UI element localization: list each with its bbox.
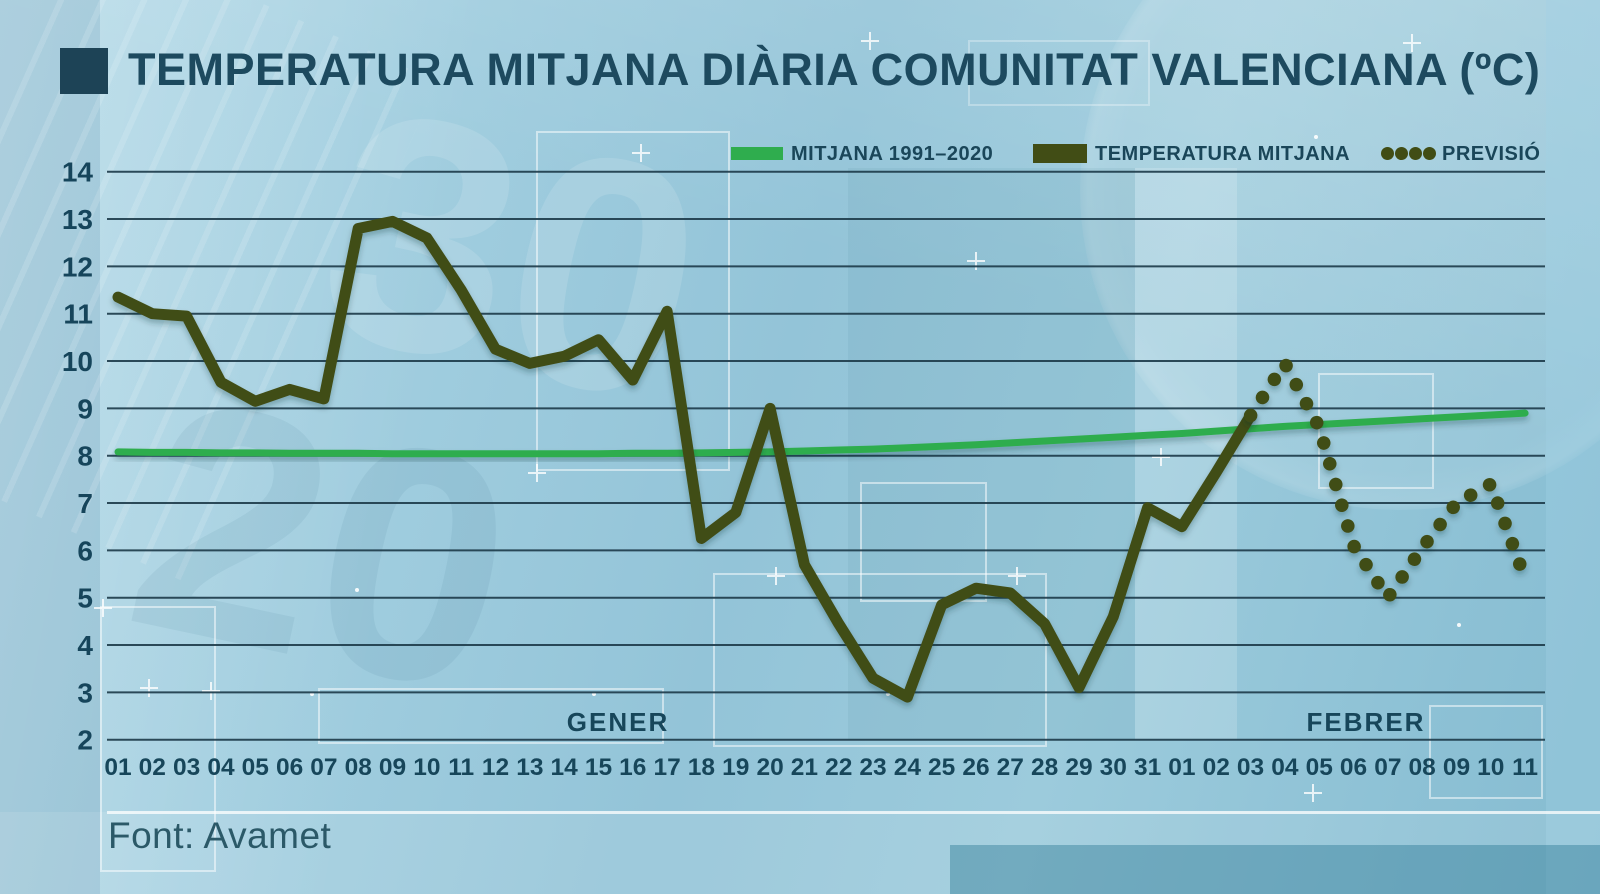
x-tick-label: 10 <box>413 754 440 781</box>
series-mitjana <box>114 409 1529 458</box>
x-tick-label: 13 <box>516 754 543 781</box>
x-tick-label: 30 <box>1100 754 1127 781</box>
x-tick-label: 12 <box>482 754 509 781</box>
page-title: TEMPERATURA MITJANA DIÀRIA COMUNITAT VAL… <box>128 44 1541 95</box>
x-tick-label: 14 <box>551 754 579 781</box>
x-tick-label: 24 <box>894 754 922 781</box>
x-tick-label: 09 <box>379 754 406 781</box>
title-bullet-square-icon <box>60 48 108 94</box>
y-tick-label: 12 <box>62 251 93 282</box>
y-tick-label: 10 <box>62 346 93 377</box>
y-tick-label: 14 <box>62 157 94 188</box>
y-tick-label: 9 <box>77 393 93 424</box>
x-tick-label: 03 <box>173 754 200 781</box>
x-tick-label: 11 <box>448 754 474 781</box>
series-previsio <box>1243 356 1532 605</box>
legend-swatch-previsio-dots <box>1381 147 1436 160</box>
series-temperatura <box>112 215 1257 703</box>
x-tick-label: 06 <box>276 754 303 781</box>
y-tick-label: 2 <box>77 725 93 756</box>
y-axis-labels: 2 3 4 5 6 7 8 9 10 11 12 13 14 <box>62 157 94 756</box>
y-tick-label: 11 <box>63 299 93 330</box>
legend-label-mitjana: MITJANA 1991–2020 <box>791 143 994 165</box>
y-tick-label: 7 <box>77 488 93 519</box>
x-tick-label: 02 <box>1203 754 1230 781</box>
x-tick-label: 16 <box>619 754 646 781</box>
x-tick-label: 01 <box>1168 754 1195 781</box>
x-tick-label: 17 <box>653 754 680 781</box>
x-tick-label: 27 <box>997 754 1024 781</box>
x-tick-label: 08 <box>1409 754 1436 781</box>
x-tick-label: 15 <box>585 754 612 781</box>
x-tick-label: 10 <box>1477 754 1504 781</box>
dot-icon <box>1381 147 1394 160</box>
x-tick-label: 31 <box>1134 754 1161 781</box>
x-tick-label: 19 <box>722 754 749 781</box>
x-tick-label: 09 <box>1443 754 1470 781</box>
x-tick-label: 07 <box>310 754 337 781</box>
y-tick-label: 8 <box>77 441 93 472</box>
x-tick-label: 25 <box>928 754 955 781</box>
x-tick-label: 22 <box>825 754 852 781</box>
x-tick-label: 05 <box>1306 754 1333 781</box>
x-tick-label: 04 <box>207 754 235 781</box>
legend-swatch-temperatura <box>1033 144 1087 163</box>
y-tick-label: 13 <box>62 204 93 235</box>
dot-icon <box>1423 147 1436 160</box>
legend-label-temperatura: TEMPERATURA MITJANA <box>1095 143 1351 165</box>
x-tick-label: 26 <box>962 754 989 781</box>
title-row: TEMPERATURA MITJANA DIÀRIA COMUNITAT VAL… <box>60 44 1540 96</box>
y-tick-label: 3 <box>77 677 93 708</box>
x-tick-label: 23 <box>859 754 886 781</box>
x-tick-label: 01 <box>104 754 131 781</box>
x-axis-labels: 01 02 03 04 05 06 07 08 09 10 11 12 13 14 15 16 17 18 19 20… <box>104 754 1538 781</box>
x-tick-label: 03 <box>1237 754 1264 781</box>
x-tick-label: 02 <box>139 754 166 781</box>
y-tick-label: 5 <box>77 583 93 614</box>
x-tick-label: 07 <box>1374 754 1401 781</box>
y-tick-label: 6 <box>77 535 93 566</box>
legend-swatch-mitjana <box>731 147 783 160</box>
x-tick-label: 20 <box>756 754 783 781</box>
x-tick-label: 21 <box>791 754 818 781</box>
legend-label-previsio: PREVISIÓ <box>1442 143 1541 165</box>
month-label-gener: GENER <box>567 707 669 737</box>
x-tick-label: 28 <box>1031 754 1058 781</box>
source-credit: Font: Avamet <box>108 815 332 856</box>
x-tick-label: 08 <box>345 754 372 781</box>
x-tick-label: 06 <box>1340 754 1367 781</box>
dot-icon <box>1409 147 1422 160</box>
x-tick-label: 04 <box>1271 754 1299 781</box>
x-tick-label: 18 <box>688 754 715 781</box>
y-tick-label: 4 <box>77 630 93 661</box>
x-tick-label: 11 <box>1512 754 1538 781</box>
month-label-febrer: FEBRER <box>1307 707 1426 737</box>
x-tick-label: 05 <box>242 754 269 781</box>
x-tick-label: 29 <box>1065 754 1092 781</box>
dot-icon <box>1395 147 1408 160</box>
